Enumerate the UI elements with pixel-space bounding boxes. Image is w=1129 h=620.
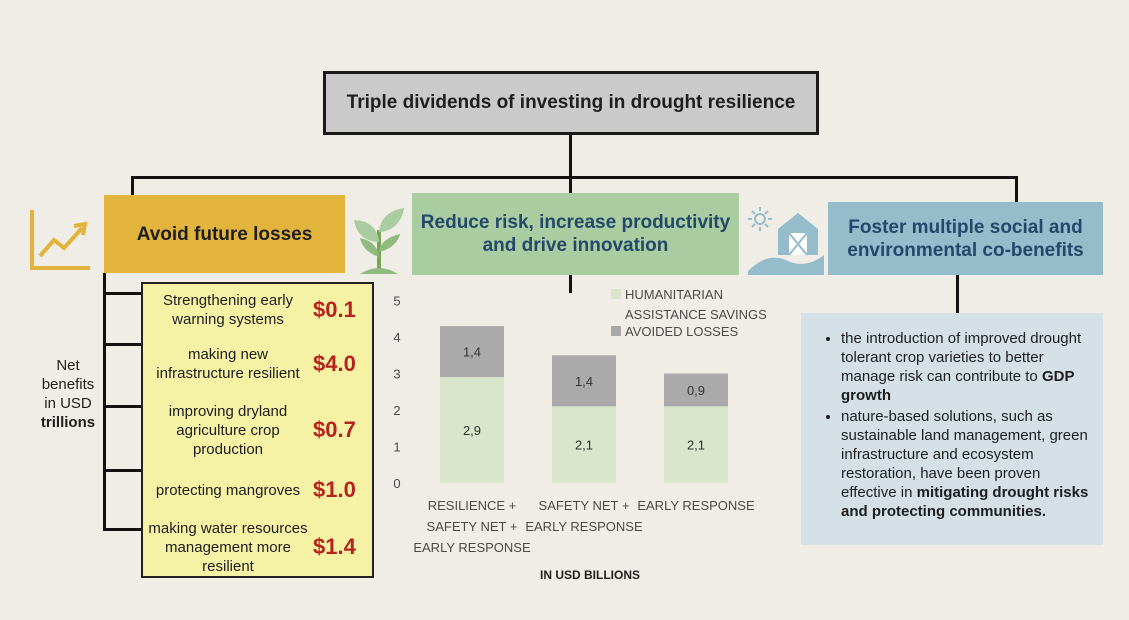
legend-swatch-avoided	[611, 326, 621, 336]
net-benefits-line3: in USD	[44, 395, 92, 412]
stacked-bar-chart: 0 1 2 3 4 5 2,9 1,4 RESILIENCE + SAFETY NET + EARL…	[393, 287, 767, 582]
connector-title-down	[569, 135, 572, 177]
bar-value-label: 2,1	[575, 438, 593, 453]
loss-description: improving dryland agriculture crop produ…	[168, 402, 288, 458]
x-category-label: SAFETY NET +	[539, 498, 630, 513]
bar-segment	[552, 406, 616, 483]
bar-value-label: 1,4	[463, 345, 481, 360]
co-benefit-text: nature-based solutions, such as sustaina…	[841, 408, 1088, 501]
legend-label: ASSISTANCE SAVINGS	[625, 307, 767, 322]
loss-value: $0.7	[313, 417, 356, 442]
loss-row: making new infrastructure resilient $4.0	[143, 344, 372, 384]
bar-value-label: 1,4	[575, 374, 593, 389]
bracket-vertical	[103, 273, 106, 530]
pillar-co-benefits: Foster multiple social and environmental…	[828, 202, 1103, 275]
legend-label: HUMANITARIAN	[625, 287, 723, 302]
y-tick-label: 0	[393, 476, 400, 491]
diagram-title: Triple dividends of investing in drought…	[323, 71, 819, 135]
net-benefits-line4: trillions	[40, 414, 96, 431]
x-category-label: EARLY RESPONSE	[413, 540, 531, 555]
y-tick-label: 3	[393, 367, 400, 382]
bar-value-label: 2,1	[687, 438, 705, 453]
loss-description: making new infrastructure resilient	[156, 346, 300, 382]
legend-label: AVOIDED LOSSES	[625, 324, 739, 339]
bar-segment	[664, 373, 728, 407]
loss-row: making water resources management more r…	[143, 518, 372, 576]
co-benefit-text: the introduction of improved drought tol…	[841, 330, 1082, 385]
bracket-tick-1	[103, 292, 141, 295]
connector-left-down	[131, 176, 134, 196]
connector-mid-chart	[569, 275, 572, 293]
x-axis-title: IN USD BILLIONS	[540, 568, 640, 582]
co-benefits-box: the introduction of improved drought tol…	[801, 313, 1103, 545]
co-benefit-highlight: GDP growth	[841, 368, 1075, 404]
bracket-tick-5	[103, 528, 141, 531]
co-benefit-highlight: mitigating drought risks and protecting …	[841, 484, 1089, 520]
loss-description: Strengthening early warning systems	[162, 292, 294, 328]
co-benefit-item: nature-based solutions, such as sustaina…	[841, 407, 1095, 521]
y-tick-label: 1	[393, 440, 400, 455]
x-category-label: EARLY RESPONSE	[637, 498, 755, 513]
avoided-losses-box: Strengthening early warning systems $0.1…	[141, 282, 374, 578]
loss-description: protecting mangroves	[155, 481, 301, 499]
loss-description: making water resources management more r…	[148, 519, 308, 575]
net-benefits-line1: Net	[56, 357, 80, 374]
pillar-reduce-risk: Reduce risk, increase productivity and d…	[412, 193, 739, 275]
bar-segment	[440, 326, 504, 378]
connector-right-down	[1015, 176, 1018, 203]
net-benefits-line2: benefits	[41, 376, 95, 393]
plant-sprout-icon	[354, 208, 404, 274]
connector-right-box	[956, 275, 959, 313]
loss-value: $4.0	[313, 351, 356, 376]
loss-value: $1.0	[313, 477, 356, 502]
x-category-label: EARLY RESPONSE	[525, 519, 643, 534]
bar-value-label: 0,9	[687, 383, 705, 398]
co-benefits-list: the introduction of improved drought tol…	[815, 329, 1095, 521]
loss-row: protecting mangroves $1.0	[143, 476, 372, 504]
x-category-label: SAFETY NET +	[427, 519, 518, 534]
loss-row: Strengthening early warning systems $0.1	[143, 290, 372, 330]
loss-value: $1.4	[313, 534, 356, 559]
bracket-tick-4	[103, 469, 141, 472]
pillar-avoid-losses: Avoid future losses	[104, 195, 345, 273]
chart-growth-icon	[30, 210, 90, 270]
connector-horizontal	[131, 176, 1018, 179]
farm-barn-icon	[748, 207, 824, 275]
y-tick-label: 5	[393, 294, 400, 309]
bar-segment	[552, 355, 616, 407]
y-tick-label: 2	[393, 403, 400, 418]
loss-value: $0.1	[313, 297, 356, 322]
bracket-tick-2	[103, 343, 141, 346]
bar-segment	[440, 377, 504, 483]
y-tick-label: 4	[393, 330, 400, 345]
connector-mid-down	[569, 176, 572, 194]
co-benefit-item: the introduction of improved drought tol…	[841, 329, 1095, 405]
legend-swatch-humanitarian	[611, 289, 621, 299]
bar-value-label: 2,9	[463, 423, 481, 438]
bar-segment	[664, 406, 728, 483]
loss-row: improving dryland agriculture crop produ…	[143, 400, 372, 460]
net-benefits-label: Net benefits in USD trillions	[32, 356, 104, 432]
x-category-label: RESILIENCE +	[428, 498, 517, 513]
bracket-tick-3	[103, 405, 141, 408]
